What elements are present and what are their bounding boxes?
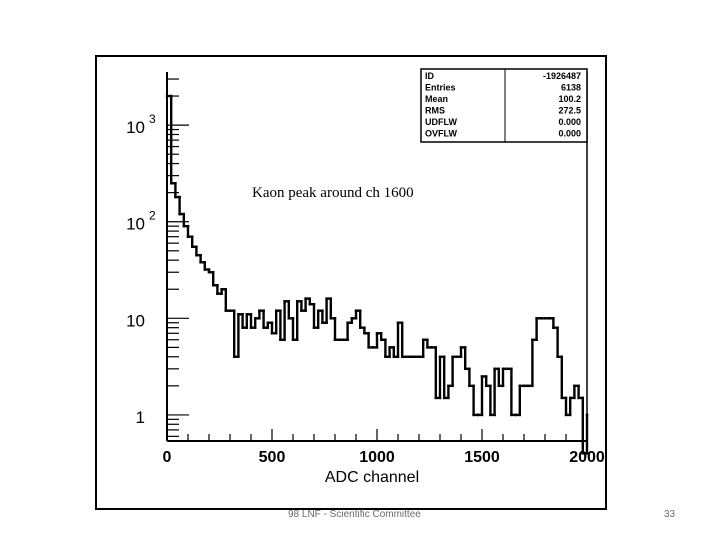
chart-annotation: Kaon peak around ch 1600 [252,185,414,201]
y-tick-label: 10 [126,215,145,234]
x-tick-label: 500 [259,449,286,466]
y-tick-exponent: 2 [149,209,156,223]
x-tick-label: 1500 [464,449,500,466]
footer-text: 98 LNF - Scientific Committee [288,509,421,520]
stats-value: 0.000 [558,117,581,127]
stats-label: Mean [425,94,448,104]
y-tick-label: 10 [126,311,145,330]
stats-label: UDFLW [425,117,457,127]
stats-label: Entries [425,83,456,93]
x-tick-label: 2000 [569,449,605,466]
page-number: 33 [664,509,676,520]
stats-label: OVFLW [425,129,458,139]
y-tick-label: 1 [136,408,145,427]
stats-box [420,68,588,143]
stats-value: 6138 [561,83,581,93]
chart-frame: 10 3 10 2 10 1 0 500 1000 1500 2000 ID -1926487 Entr… [95,55,607,510]
x-tick-label: 0 [163,449,172,466]
stats-value: 100.2 [558,94,581,104]
x-axis-label: ADC channel [325,469,419,486]
x-tick-label: 1000 [359,449,395,466]
stats-value: 0.000 [558,129,581,139]
stats-value: -1926487 [543,71,581,81]
y-tick-exponent: 3 [149,112,156,126]
stats-label: ID [425,71,435,81]
stats-value: 272.5 [558,106,581,116]
stats-label: RMS [425,106,445,116]
y-tick-label: 10 [126,118,145,137]
